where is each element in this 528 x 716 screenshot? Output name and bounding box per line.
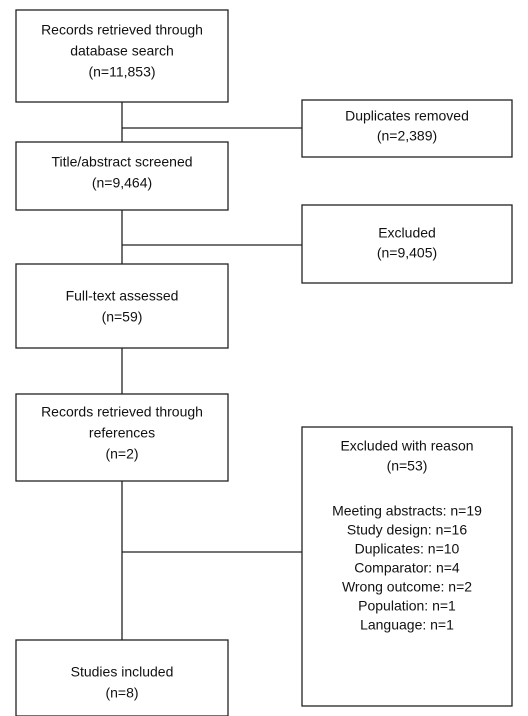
box-text: references (89, 425, 155, 441)
box-title: Studies included (71, 664, 174, 680)
box (301, 99, 513, 158)
box-text: (n=2,389) (377, 128, 437, 144)
box-text: (n=53) (387, 458, 428, 474)
box (15, 263, 229, 349)
reason-item: Language: n=1 (360, 617, 454, 633)
box-title: Records retrieved through (41, 404, 203, 420)
connectors (121, 102, 302, 640)
box-title: Title/abstract screened (51, 154, 192, 170)
reason-item: Comparator: n=4 (354, 560, 460, 576)
box-title: Full-text assessed (66, 288, 179, 304)
box-text: (n=11,853) (88, 64, 155, 80)
box-title: Records retrieved through (41, 22, 203, 38)
box (15, 639, 229, 716)
box-text: (n=59) (102, 309, 143, 325)
box (15, 9, 229, 103)
box-text: (n=9,464) (92, 175, 152, 191)
box-text: (n=9,405) (377, 245, 437, 261)
box-title: Excluded with reason (340, 438, 473, 454)
reason-item: Duplicates: n=10 (355, 541, 460, 557)
box-text: (n=2) (105, 446, 138, 462)
reason-item: Study design: n=16 (347, 522, 467, 538)
box (301, 204, 513, 284)
box-text: database search (70, 43, 174, 59)
reason-item: Population: n=1 (358, 598, 456, 614)
box (301, 426, 513, 707)
reason-item: Wrong outcome: n=2 (342, 579, 472, 595)
box-title: Duplicates removed (345, 108, 469, 124)
reason-item: Meeting abstracts: n=19 (332, 503, 482, 519)
box (15, 141, 229, 211)
box-title: Excluded (378, 225, 436, 241)
box-text: (n=8) (105, 685, 138, 701)
box (15, 393, 229, 482)
